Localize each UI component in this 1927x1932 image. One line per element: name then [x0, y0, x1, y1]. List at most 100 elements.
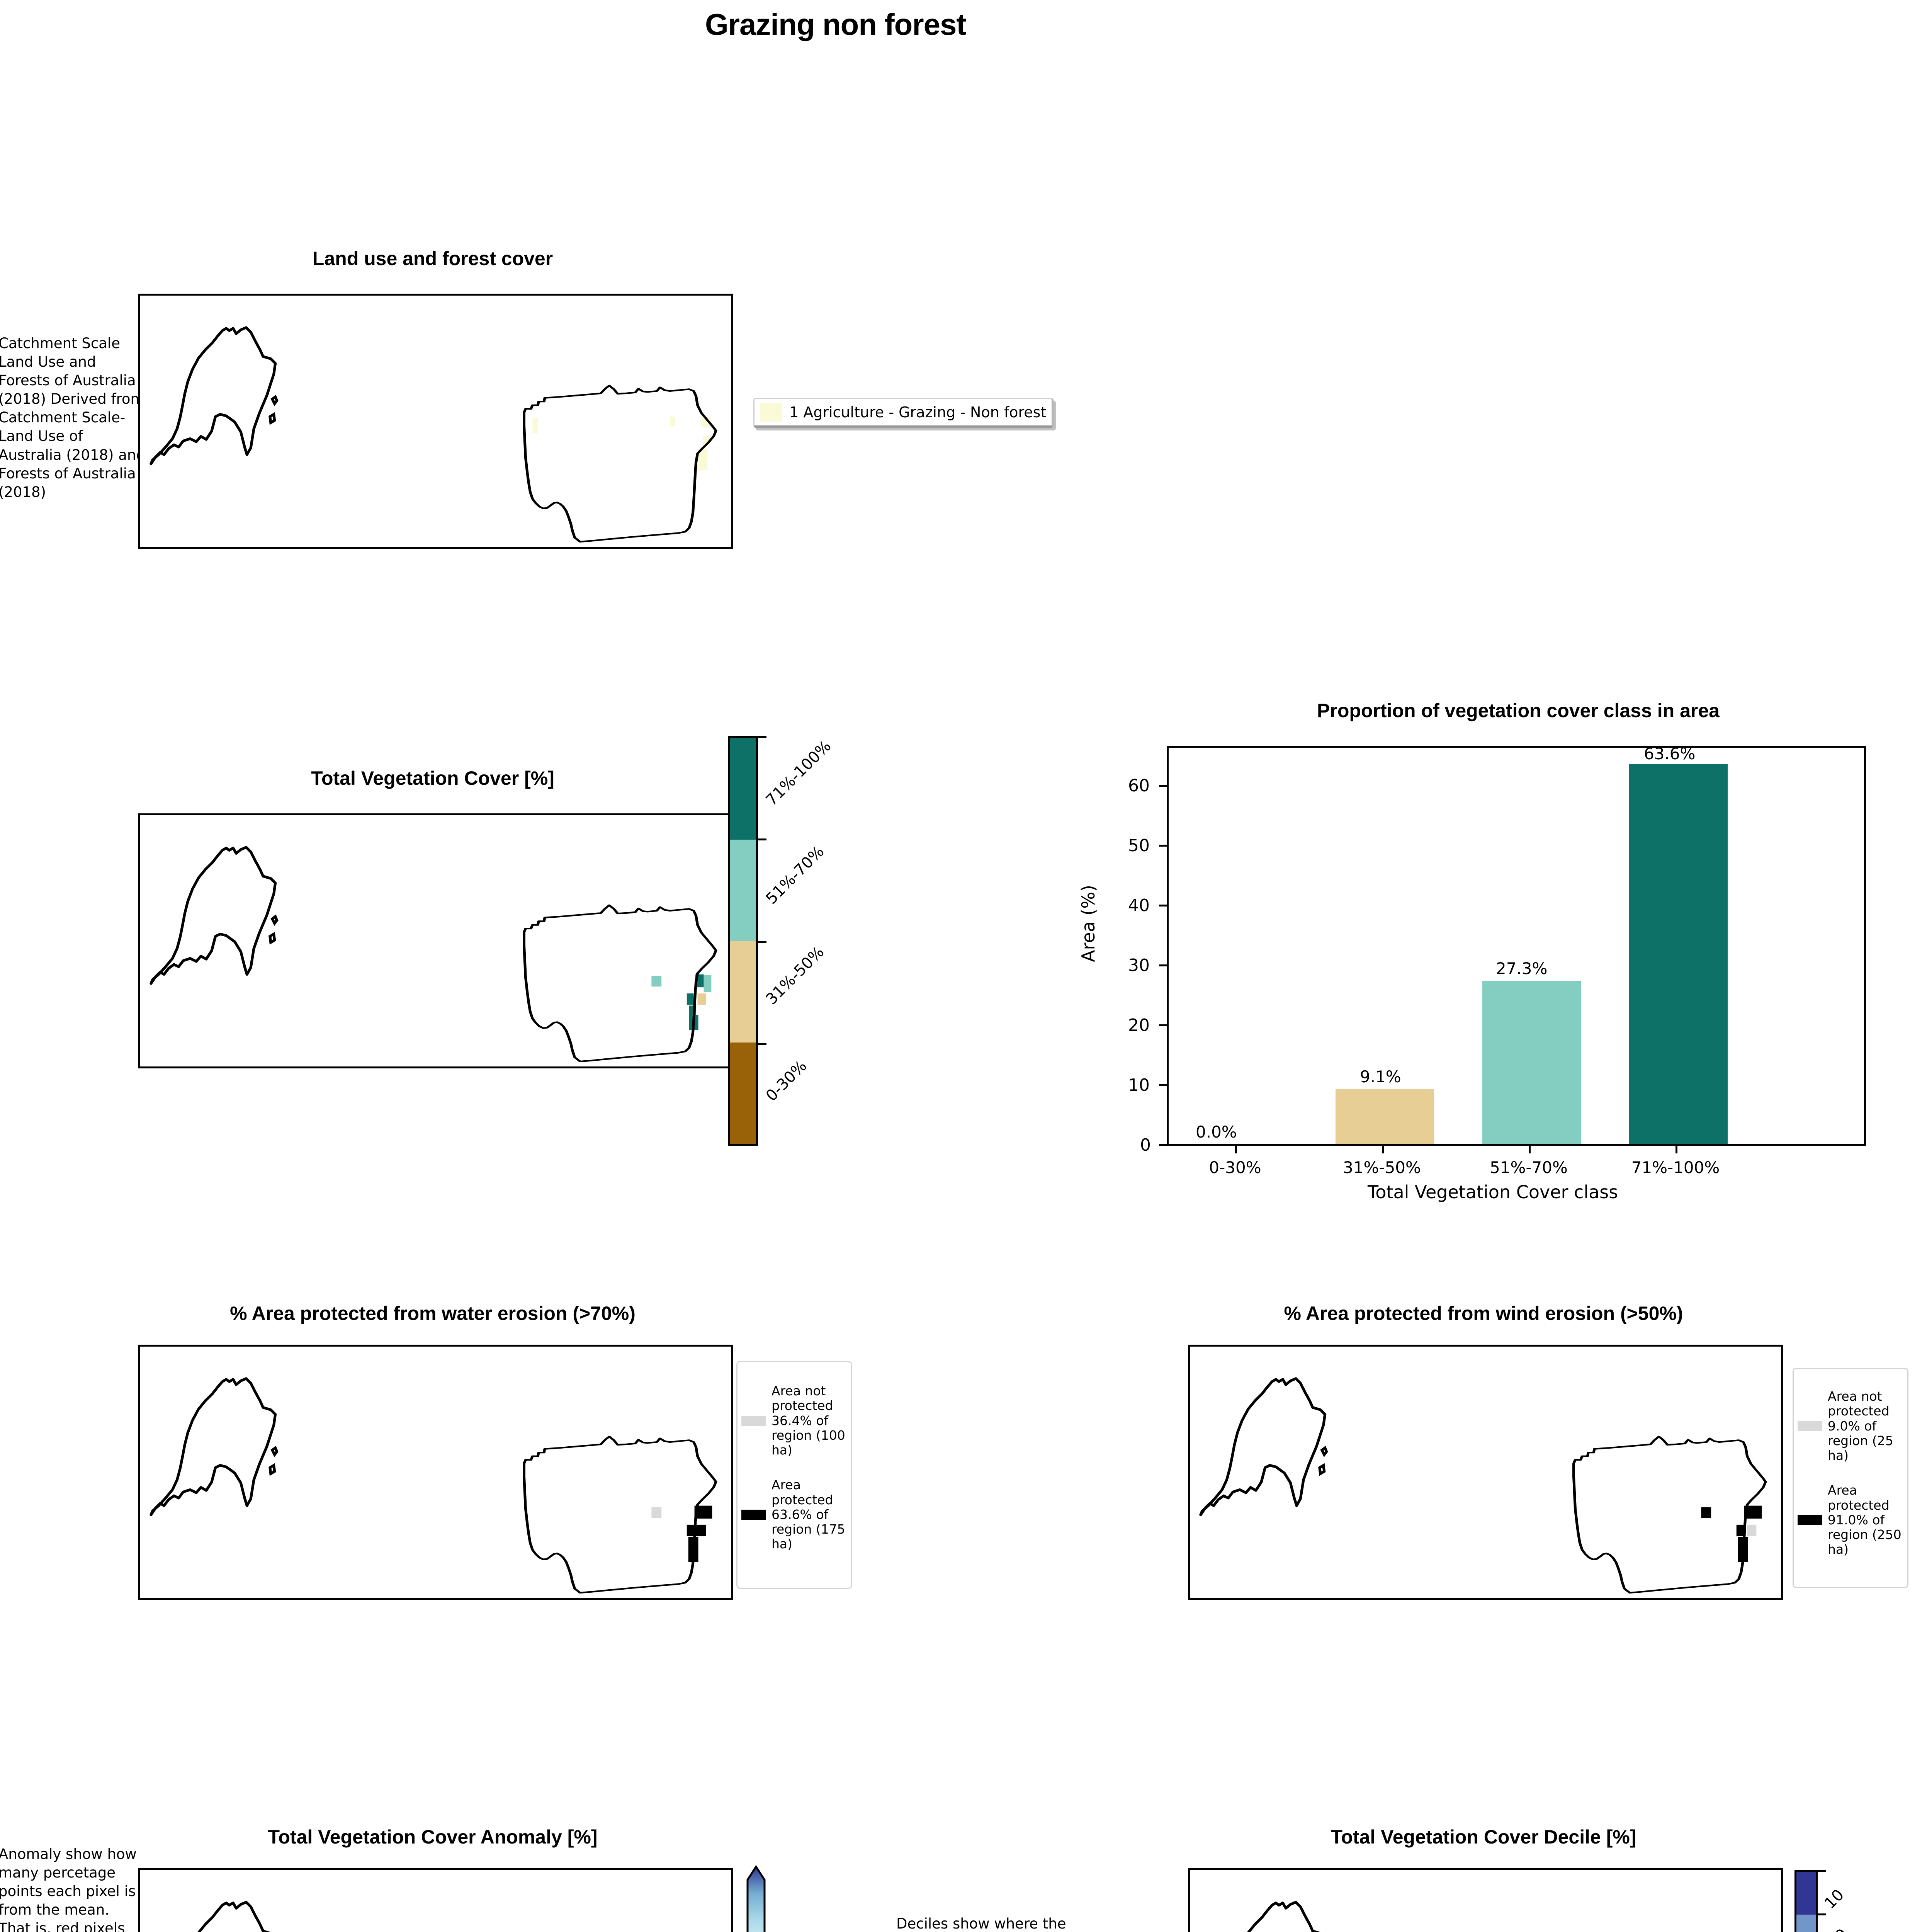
wind-erosion-pixels — [1701, 1505, 1762, 1562]
axis-tick — [500, 1066, 501, 1068]
landuse-legend-swatch — [760, 403, 782, 422]
anomaly-colorbar[interactable] — [744, 1864, 790, 1932]
y-tick-label-60: 60 — [1128, 776, 1150, 796]
bar-31-50[interactable] — [1336, 1089, 1434, 1144]
legend-swatch-protected — [1798, 1515, 1822, 1525]
chart-title: Proportion of vegetation cover class in … — [1317, 700, 1720, 721]
region-outline-northwest — [1199, 1377, 1327, 1516]
axis-tick — [237, 547, 239, 549]
legend-swatch-not-protected — [1798, 1421, 1822, 1431]
x-axis-tick — [1235, 1146, 1237, 1153]
axis-tick — [138, 1509, 140, 1511]
region-outline-northwest-island2 — [268, 412, 276, 425]
water-erosion-map[interactable] — [138, 1345, 733, 1600]
vegetation-cover-bar-chart[interactable] — [1167, 746, 1866, 1146]
bar-71-100[interactable] — [1629, 764, 1728, 1144]
tvc-colorbar-segment-31-50 — [730, 941, 756, 1043]
y-axis-tick — [1159, 964, 1167, 966]
decile-caption: Deciles show where the pixel value lies … — [896, 1915, 1066, 1932]
legend-row-protected: Area protected 63.6% of region (175 ha) — [741, 1478, 847, 1551]
landuse-legend[interactable]: 1 Agriculture - Grazing - Non forest — [753, 398, 1054, 428]
axis-tick — [1418, 1598, 1420, 1600]
y-axis-tick — [1159, 1144, 1167, 1146]
region-outline-northwest-island — [270, 914, 279, 926]
axis-tick — [1286, 1598, 1288, 1600]
tvc-colorbar[interactable] — [728, 736, 758, 1146]
axis-tick — [138, 1418, 140, 1420]
x-axis-tick — [1382, 1146, 1384, 1153]
region-outline-northwest-island — [270, 395, 279, 406]
axis-tick — [565, 1598, 567, 1600]
tvc-colorbar-label-71-100: 71%-100% — [762, 737, 835, 810]
y-tick-label-50: 50 — [1128, 836, 1150, 855]
region-outline-northwest-island — [270, 1446, 279, 1458]
axis-tick — [1549, 1598, 1551, 1600]
x-axis-tick — [1676, 1146, 1677, 1153]
axis-tick — [138, 887, 140, 889]
water-erosion-legend[interactable]: Area not protected 36.4% of region (100 … — [736, 1361, 852, 1589]
x-tick-label-0-30: 0-30% — [1209, 1158, 1261, 1177]
tvc-colorbar-segment-51-70 — [730, 839, 756, 941]
bar-51-70[interactable] — [1482, 981, 1581, 1144]
legend-label-protected: Area protected 63.6% of region (175 ha) — [771, 1477, 845, 1552]
decile-map-graphic — [1247, 1901, 1321, 1932]
decile-map[interactable] — [1188, 1868, 1783, 1932]
legend-label-not-protected: Area not protected 9.0% of region (25 ha… — [1828, 1389, 1893, 1463]
wind-erosion-legend[interactable]: Area not protected 9.0% of region (25 ha… — [1793, 1368, 1908, 1588]
legend-row-protected: Area protected 91.0% of region (250 ha) — [1798, 1483, 1903, 1557]
landuse-map[interactable] — [138, 294, 733, 549]
x-tick-label-71-100: 71%-100% — [1631, 1158, 1720, 1177]
axis-tick — [237, 1598, 239, 1600]
wind-erosion-panel-title: % Area protected from wind erosion (>50%… — [1284, 1303, 1683, 1324]
axis-tick — [368, 1598, 370, 1600]
bar-label-0-30: 0.0% — [1196, 1122, 1237, 1141]
axis-tick — [434, 1066, 436, 1068]
y-tick-label-10: 10 — [1128, 1075, 1150, 1095]
water-erosion-map-graphic — [150, 1377, 717, 1594]
x-tick-label-31-50: 31%-50% — [1343, 1158, 1421, 1177]
region-outline-northwest-island2 — [268, 1463, 276, 1476]
anomaly-map[interactable] — [138, 1868, 733, 1932]
region-outline-east — [523, 904, 717, 1063]
anomaly-caption: Anomaly show how many percetage points e… — [0, 1846, 137, 1932]
axis-tick — [368, 547, 370, 549]
legend-row-not-protected: Area not protected 36.4% of region (100 … — [741, 1383, 847, 1458]
colorbar-tick — [758, 941, 766, 943]
axis-tick — [631, 547, 633, 549]
y-tick-label-0: 0 — [1140, 1135, 1151, 1155]
decile-colorbar-label-10: 10 — [1821, 1886, 1848, 1913]
y-axis-title: Area (%) — [1078, 884, 1099, 962]
axis-tick — [368, 1066, 370, 1068]
landuse-caption: Catchment Scale Land Use and Forests of … — [0, 335, 145, 500]
landuse-panel-title: Land use and forest cover — [312, 248, 553, 269]
anomaly-panel-title: Total Vegetation Cover Anomaly [%] — [268, 1826, 598, 1848]
anomaly-colorbar-label-20: 20 — [777, 1930, 796, 1932]
tvc-map[interactable] — [138, 813, 733, 1068]
axis-tick — [1221, 1598, 1223, 1600]
axis-tick — [302, 1598, 304, 1600]
bar-label-51-70: 27.3% — [1496, 959, 1548, 978]
colorbar-tick — [1818, 1870, 1826, 1872]
wind-erosion-map[interactable] — [1188, 1345, 1783, 1600]
decile-colorbar-label-8-9: 8-9 — [1821, 1925, 1852, 1932]
x-axis-title: Total Vegetation Cover class — [1368, 1182, 1618, 1202]
axis-tick — [302, 1066, 304, 1068]
colorbar-tick — [758, 736, 766, 738]
legend-swatch-not-protected — [741, 1415, 766, 1426]
region-outline-northwest — [150, 1377, 277, 1516]
landuse-pixels — [532, 417, 711, 471]
legend-label-not-protected: Area not protected 36.4% of region (100 … — [771, 1383, 845, 1458]
tvc-colorbar-label-0-30: 0-30% — [762, 1057, 811, 1105]
axis-tick — [138, 978, 140, 980]
axis-tick — [1615, 1598, 1617, 1600]
decile-colorbar[interactable] — [1794, 1870, 1818, 1932]
axis-tick — [697, 1598, 698, 1600]
bar-label-71-100: 63.6% — [1644, 744, 1696, 763]
page-title: Grazing non forest — [705, 7, 966, 41]
region-outline-northwest — [1247, 1901, 1321, 1932]
axis-tick — [631, 1598, 633, 1600]
region-outline-northwest — [150, 846, 277, 985]
axis-tick — [434, 547, 436, 549]
decile-colorbar-segment-10 — [1796, 1872, 1816, 1915]
axis-tick — [1352, 1598, 1354, 1600]
